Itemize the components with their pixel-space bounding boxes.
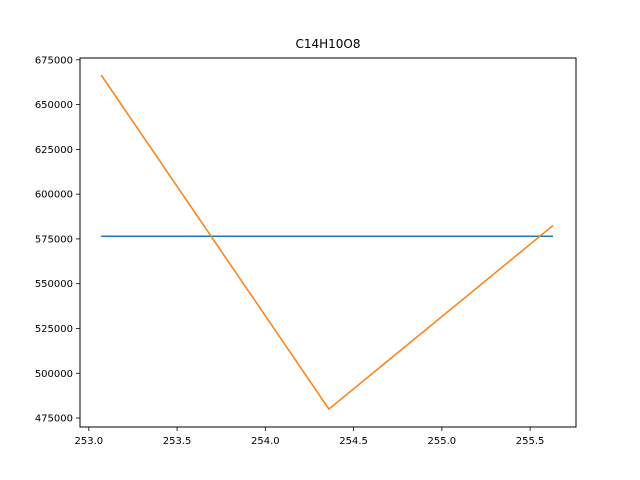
x-tick-label: 253.5 bbox=[163, 436, 192, 447]
x-tick-label: 253.0 bbox=[75, 436, 104, 447]
y-tick-label: 525000 bbox=[35, 324, 73, 335]
x-tick-label: 254.5 bbox=[339, 436, 368, 447]
series-line-2 bbox=[100, 74, 554, 410]
y-tick-label: 475000 bbox=[35, 414, 73, 425]
y-tick-label: 575000 bbox=[35, 234, 73, 245]
chart-title: C14H10O8 bbox=[295, 37, 360, 51]
y-tick-label: 600000 bbox=[35, 190, 73, 201]
y-tick-label: 675000 bbox=[35, 55, 73, 66]
y-tick-label: 500000 bbox=[35, 369, 73, 380]
y-tick-label: 650000 bbox=[35, 100, 73, 111]
x-tick-label: 255.0 bbox=[428, 436, 457, 447]
y-tick-label: 625000 bbox=[35, 145, 73, 156]
axes-layer: 253.0 253.5 254.0 254.5 255.0 255.5 475000 5000… bbox=[35, 55, 577, 447]
series-layer bbox=[100, 74, 554, 410]
y-tick-label: 550000 bbox=[35, 279, 73, 290]
x-tick-label: 255.5 bbox=[516, 436, 545, 447]
x-tick-label: 254.0 bbox=[251, 436, 280, 447]
plot-frame bbox=[79, 57, 577, 428]
